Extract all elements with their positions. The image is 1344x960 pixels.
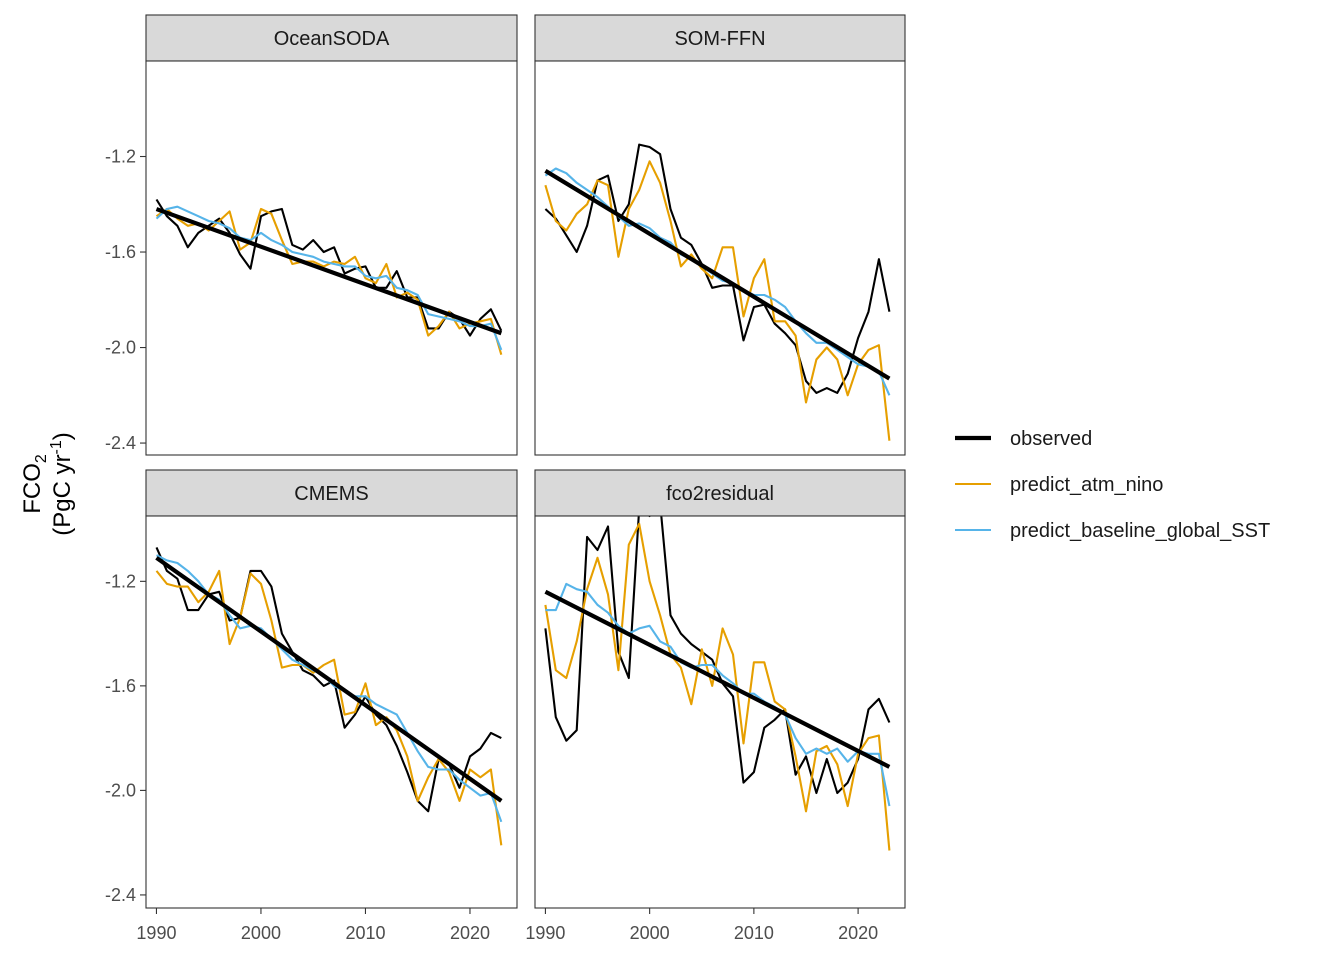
legend-item-predict-atm-nino: predict_atm_nino: [955, 474, 1163, 496]
y-tick-label: -2.0: [105, 780, 136, 800]
legend-item-predict-baseline-global-SST: predict_baseline_global_SST: [955, 520, 1270, 542]
series-line-predict-atm-nino: [155, 207, 503, 355]
legend: observed predict_atm_nino predict_baseline…: [955, 428, 1270, 542]
facet-strip-label: SOM-FFN: [674, 28, 765, 50]
legend-label: observed: [1010, 428, 1092, 450]
trend-line: [544, 589, 891, 769]
legend-label: predict_baseline_global_SST: [1010, 520, 1270, 542]
legend-label: predict_atm_nino: [1010, 474, 1163, 496]
panel-border: [145, 515, 518, 909]
panel-border: [534, 515, 906, 909]
x-tick-label: 2000: [241, 923, 281, 943]
y-tick-label: -2.0: [105, 338, 136, 358]
facet-strip: [534, 469, 906, 517]
series-line-predict-baseline-global-SST: [545, 582, 891, 807]
trend-line: [544, 169, 891, 381]
y-axis-title-line1: FCO2: [19, 454, 50, 514]
facet-strip-label: fco2residual: [666, 483, 774, 505]
legend-item-observed: observed: [955, 428, 1092, 450]
facet-strip: [145, 14, 518, 62]
panel-border: [145, 60, 518, 456]
y-tick-label: -2.4: [105, 885, 136, 905]
trend-line: [155, 556, 503, 803]
facet-strip: [534, 14, 906, 62]
trend-line: [155, 207, 503, 336]
x-tick-label: 2010: [734, 923, 774, 943]
y-axis-title: FCO2 (PgC yr-1): [19, 432, 76, 536]
series-line-observed: [544, 143, 891, 394]
series-group: [155, 546, 503, 846]
x-tick-label: 2000: [630, 923, 670, 943]
series-line-predict-atm-nino: [155, 569, 503, 846]
y-tick-label: -2.4: [105, 433, 136, 453]
x-tick-label: 2020: [450, 923, 490, 943]
panel-border: [534, 60, 906, 456]
series-group: [544, 516, 891, 851]
series-line-predict-baseline-global-SST: [155, 205, 503, 351]
y-tick-label: -1.2: [105, 147, 136, 167]
series-line-predict-atm-nino: [544, 160, 891, 441]
facet-panels: OceanSODA -1.2 -1.6 -2.0 -2.4 SOM-FFN CMEMS -1.…: [105, 14, 906, 943]
y-axis-title-line2: (PgC yr-1): [48, 432, 76, 536]
x-tick-label: 1990: [136, 923, 176, 943]
series-group: [544, 143, 891, 441]
x-tick-label: 2010: [345, 923, 385, 943]
y-tick-label: -1.6: [105, 676, 136, 696]
series-group: [155, 198, 503, 355]
plot-area: [146, 516, 517, 908]
facet-strip-label: CMEMS: [294, 483, 368, 505]
panel-oceansoda: OceanSODA -1.2 -1.6 -2.0 -2.4: [105, 14, 518, 456]
panel-fco2residual: fco2residual 1990 2000 2010 2020: [525, 469, 906, 943]
panel-som-ffn: SOM-FFN: [534, 14, 906, 456]
facet-strip-label: OceanSODA: [274, 28, 390, 50]
y-tick-label: -1.6: [105, 242, 136, 262]
plot-area: [535, 516, 905, 908]
y-tick-label: -1.2: [105, 571, 136, 591]
x-tick-label: 1990: [525, 923, 565, 943]
series-line-predict-atm-nino: [544, 522, 891, 851]
plot-area: [146, 61, 517, 455]
x-tick-label: 2020: [838, 923, 878, 943]
